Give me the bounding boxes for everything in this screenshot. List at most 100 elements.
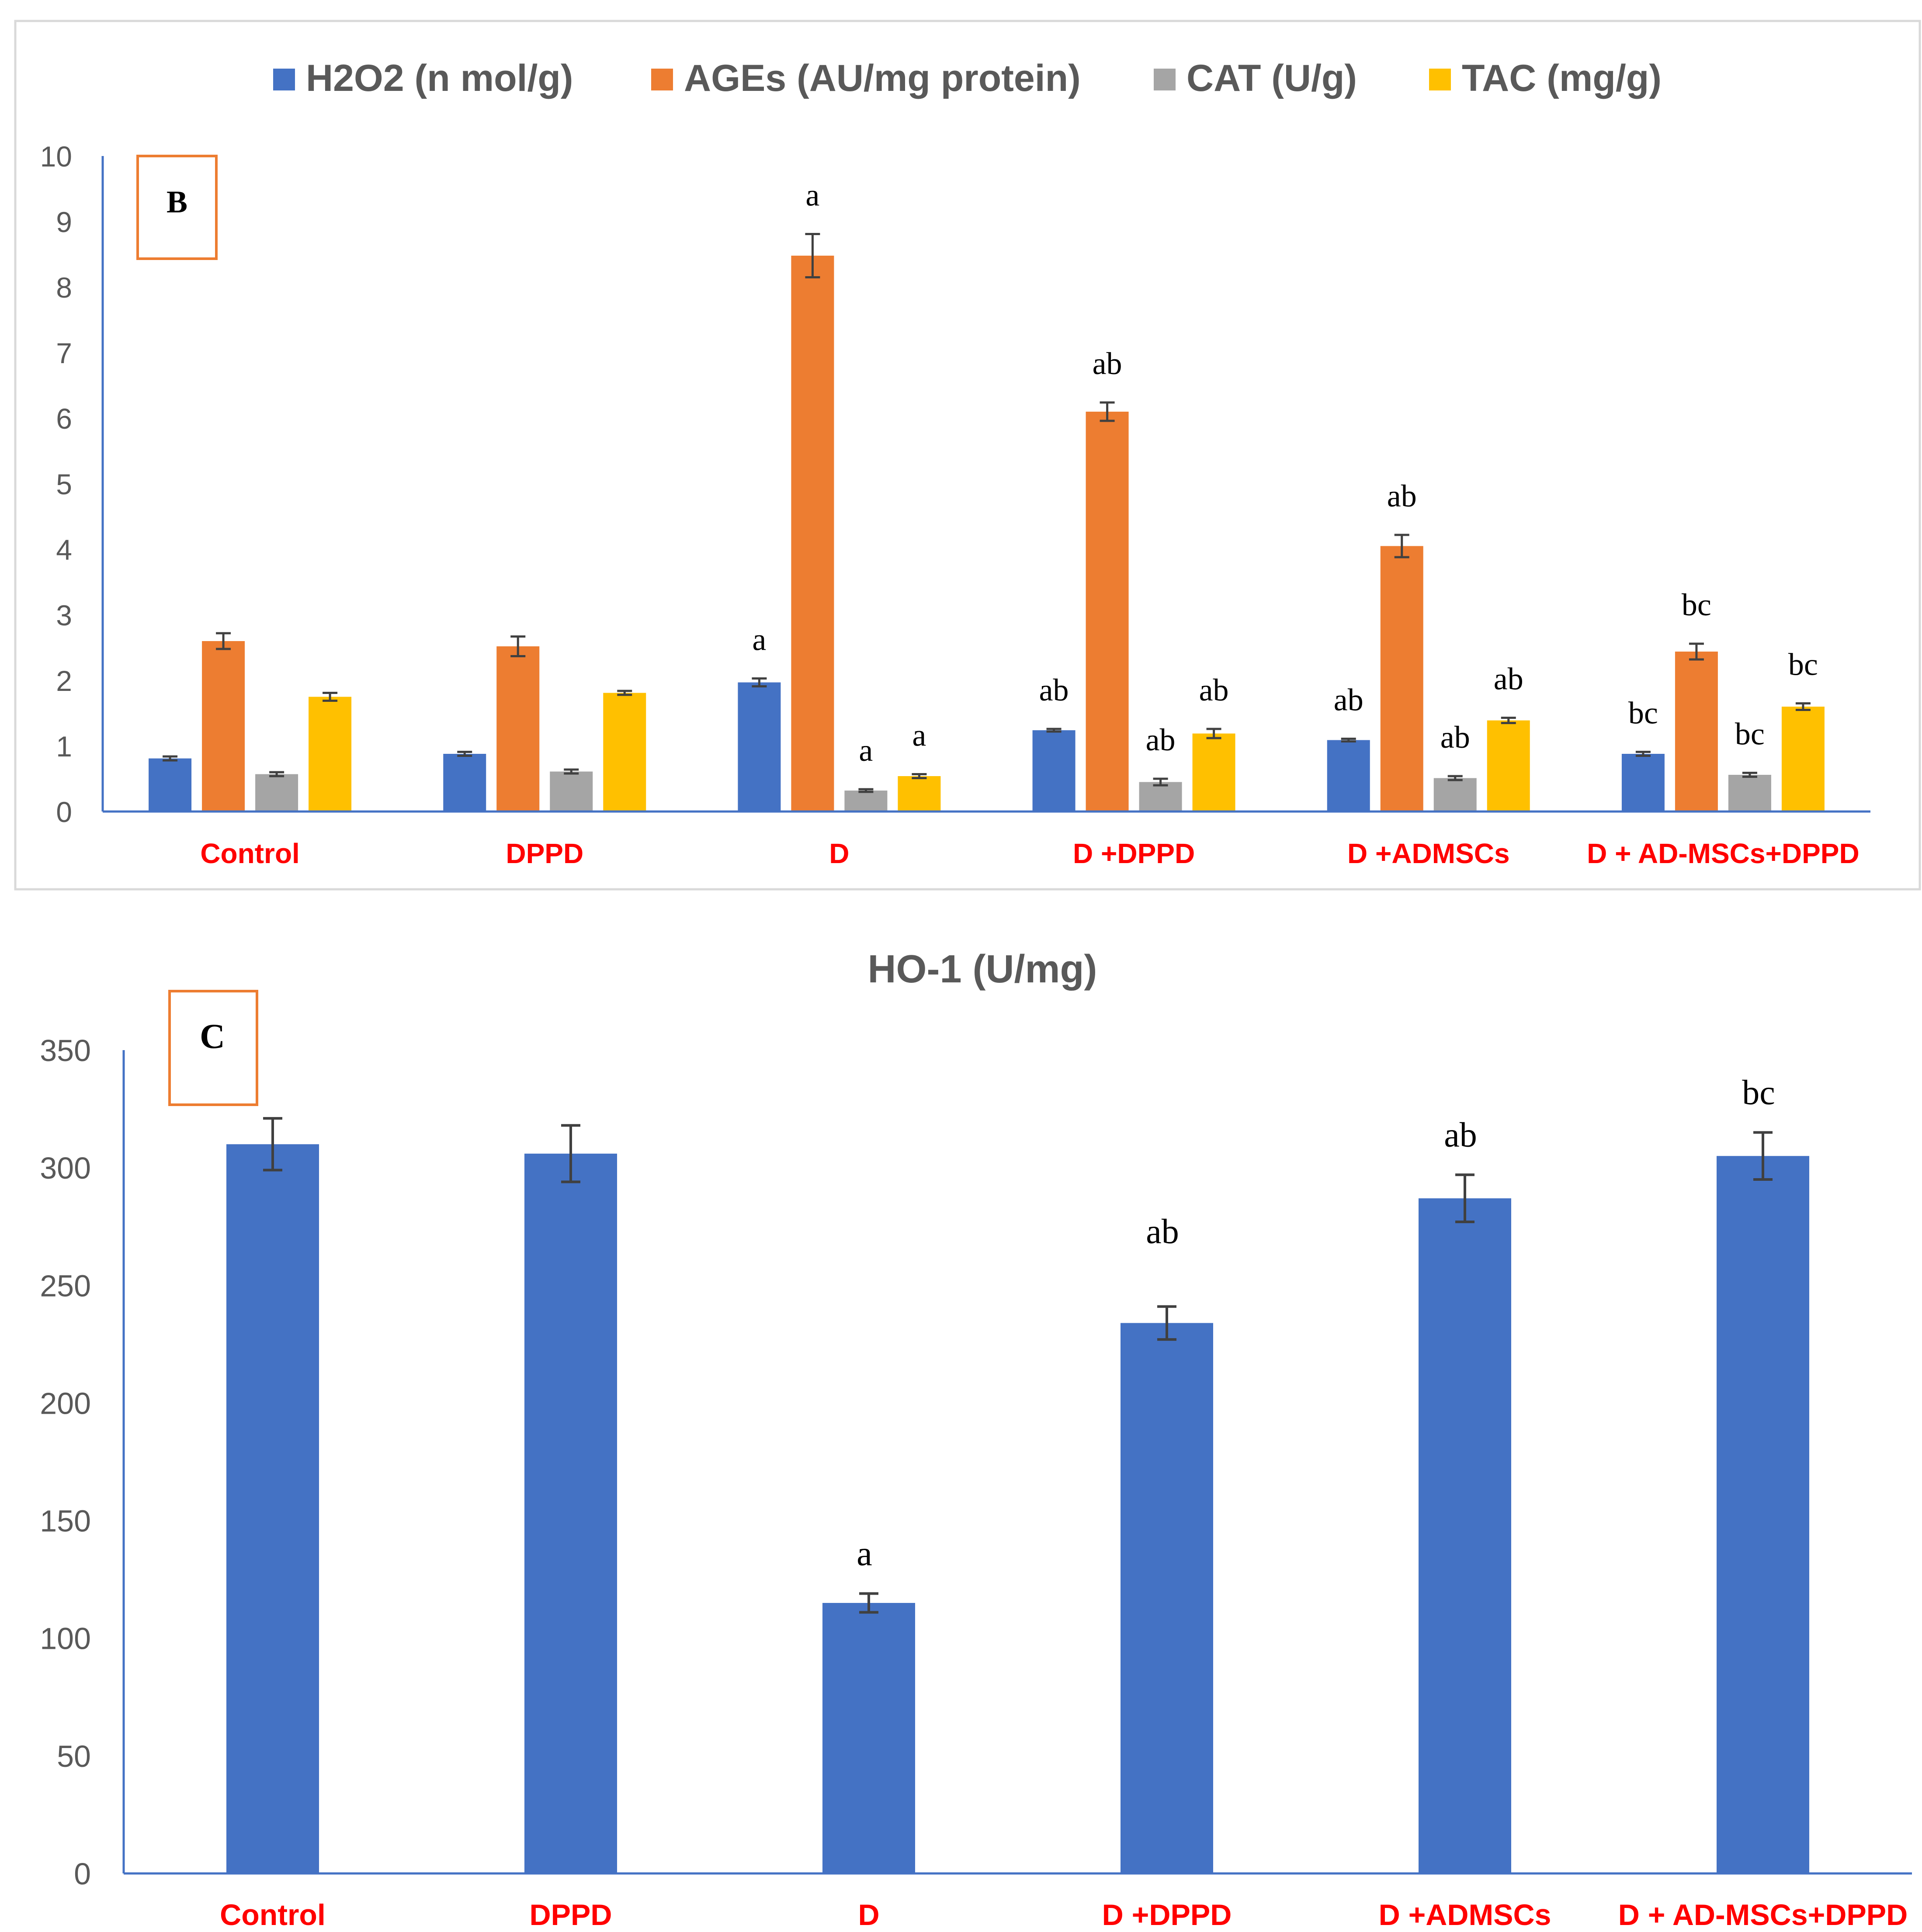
error-bar-b-cat-u-g-control bbox=[269, 771, 284, 777]
error-bar-b-ages-au-mg-protein-dppd bbox=[510, 635, 526, 657]
bar-b-cat-u-g-d-dppd bbox=[1139, 782, 1182, 812]
panel-c-label-box bbox=[168, 990, 258, 1106]
error-bar-c-d-ad-mscs-dppd bbox=[1753, 1131, 1773, 1181]
panel-b-y-tick-label: 10 bbox=[40, 140, 72, 173]
panel-b-label: B bbox=[167, 184, 187, 219]
panel-c-x-tick-label: DPPD bbox=[530, 1898, 612, 1932]
bar-c-d-admscs bbox=[1419, 1198, 1511, 1873]
error-bar-b-ages-au-mg-protein-control bbox=[216, 632, 231, 650]
error-bar-b-ages-au-mg-protein-d-admscs bbox=[1394, 534, 1409, 558]
error-bar-b-tac-mg-g-d-dppd bbox=[1206, 728, 1221, 739]
panel-c-y-tick-label: 50 bbox=[57, 1739, 91, 1773]
panel-b-y-tick-label: 2 bbox=[56, 665, 72, 697]
bar-b-cat-u-g-control bbox=[255, 774, 298, 812]
bar-c-dppd bbox=[524, 1153, 617, 1873]
panel-b-legend: H2O2 (n mol/g) AGEs (AU/mg protein) CAT (U… bbox=[273, 57, 1662, 99]
bar-b-tac-mg-g-d-admscs bbox=[1487, 720, 1530, 812]
panel-c-y-tick-label: 350 bbox=[40, 1034, 91, 1068]
panel-b-y-tick-label: 6 bbox=[56, 402, 72, 435]
panel-b-y-tick-label: 7 bbox=[56, 337, 72, 369]
error-bar-b-ages-au-mg-protein-d-dppd bbox=[1100, 401, 1115, 422]
legend-item-cat-u-g: CAT (U/g) bbox=[1154, 57, 1357, 99]
bar-b-ages-au-mg-protein-dppd bbox=[496, 646, 540, 812]
significance-label-b: ab bbox=[1440, 720, 1470, 755]
bar-c-d-dppd bbox=[1121, 1323, 1213, 1873]
significance-label-c: ab bbox=[1146, 1213, 1179, 1251]
panel-b-y-tick-label: 5 bbox=[56, 468, 72, 500]
significance-label-c: a bbox=[857, 1534, 872, 1573]
panel-c-x-axis: Control DPPD D D +DPPD D +ADMSCs D + AD-MSCs+… bbox=[124, 1872, 1912, 1932]
bar-b-ages-au-mg-protein-d-admscs bbox=[1380, 546, 1423, 812]
panel-c-x-tick-label: D bbox=[858, 1898, 879, 1932]
error-bar-b-h2o2-n-mol-g-d-admscs bbox=[1341, 738, 1356, 742]
significance-label-c: ab bbox=[1444, 1116, 1477, 1154]
significance-label-b: a bbox=[752, 622, 766, 657]
bar-b-h2o2-n-mol-g-control bbox=[149, 758, 192, 812]
bar-c-control bbox=[226, 1144, 319, 1873]
bar-b-cat-u-g-dppd bbox=[550, 771, 593, 812]
error-bar-c-dppd bbox=[561, 1124, 580, 1183]
error-bar-c-d-admscs bbox=[1455, 1173, 1474, 1223]
error-bar-c-d-dppd bbox=[1157, 1305, 1176, 1341]
legend-item-tac-mg-g: TAC (mg/g) bbox=[1429, 57, 1662, 99]
bar-b-cat-u-g-d bbox=[844, 791, 888, 812]
bar-b-ages-au-mg-protein-d bbox=[791, 256, 834, 812]
error-bar-b-cat-u-g-d bbox=[858, 788, 874, 793]
error-bar-c-control bbox=[263, 1117, 282, 1172]
panel-c-y-axis: 0 50 100 150 200 250 300 350 bbox=[40, 1034, 125, 1891]
panel-c-y-tick-label: 100 bbox=[40, 1622, 91, 1656]
legend-swatch bbox=[651, 69, 673, 90]
bar-b-tac-mg-g-d-ad-mscs-dppd bbox=[1781, 707, 1825, 812]
significance-label-b: ab bbox=[1093, 346, 1122, 381]
error-bar-b-ages-au-mg-protein-d-ad-mscs-dppd bbox=[1689, 642, 1704, 661]
panel-b-x-tick-label: D +DPPD bbox=[1073, 838, 1195, 869]
panel-b-y-tick-label: 8 bbox=[56, 271, 72, 304]
significance-label-b: ab bbox=[1146, 722, 1176, 757]
error-bar-b-tac-mg-g-d-ad-mscs-dppd bbox=[1795, 702, 1811, 711]
error-bar-b-h2o2-n-mol-g-d-dppd bbox=[1046, 728, 1062, 733]
panel-c-y-tick-label: 250 bbox=[40, 1269, 91, 1303]
chart-panel-b: B H2O2 (n mol/g) AGEs (AU/mg protein) CAT … bbox=[14, 20, 1921, 891]
significance-label-b: ab bbox=[1494, 662, 1523, 697]
panel-c-x-tick-label: D +DPPD bbox=[1102, 1898, 1232, 1932]
bar-b-h2o2-n-mol-g-d-dppd bbox=[1032, 730, 1075, 812]
panel-b-y-tick-label: 1 bbox=[56, 730, 72, 763]
error-bar-b-ages-au-mg-protein-d bbox=[805, 233, 820, 278]
panel-c-y-tick-label: 150 bbox=[40, 1504, 91, 1538]
panel-c-label: C bbox=[200, 1017, 225, 1056]
panel-b-y-tick-label: 4 bbox=[56, 534, 72, 566]
legend-item-h2o2-n-mol-g: H2O2 (n mol/g) bbox=[273, 57, 573, 99]
panel-c-bars: a ab ab bc bbox=[226, 1073, 1809, 1873]
bar-b-ages-au-mg-protein-d-dppd bbox=[1086, 412, 1129, 812]
panel-b-y-tick-label: 9 bbox=[56, 206, 72, 238]
panel-b-x-axis: Control DPPD D D +DPPD D +ADMSCs D + AD-MSCs+… bbox=[103, 810, 1870, 869]
error-bar-b-cat-u-g-d-admscs bbox=[1447, 775, 1463, 781]
bar-b-tac-mg-g-control bbox=[309, 697, 352, 812]
error-bar-b-h2o2-n-mol-g-d bbox=[752, 677, 767, 687]
bar-b-tac-mg-g-dppd bbox=[603, 693, 646, 812]
bar-b-h2o2-n-mol-g-dppd bbox=[443, 754, 486, 812]
error-bar-b-tac-mg-g-dppd bbox=[617, 690, 632, 696]
error-bar-b-tac-mg-g-d-admscs bbox=[1501, 717, 1516, 724]
significance-label-b: bc bbox=[1788, 647, 1818, 682]
legend-label: TAC (mg/g) bbox=[1462, 57, 1662, 99]
error-bar-b-h2o2-n-mol-g-control bbox=[163, 755, 178, 762]
error-bar-b-tac-mg-g-control bbox=[323, 692, 338, 702]
panel-b-x-tick-label: D +ADMSCs bbox=[1347, 838, 1510, 869]
bar-b-h2o2-n-mol-g-d-admscs bbox=[1327, 740, 1370, 812]
significance-label-b: a bbox=[912, 718, 926, 753]
panel-c-y-tick-label: 300 bbox=[40, 1151, 91, 1185]
bar-b-h2o2-n-mol-g-d-ad-mscs-dppd bbox=[1621, 754, 1665, 812]
panel-b-label-box bbox=[136, 155, 218, 260]
bar-b-cat-u-g-d-admscs bbox=[1433, 778, 1477, 812]
bar-b-ages-au-mg-protein-control bbox=[202, 641, 245, 812]
panel-b-y-axis: 0 1 2 3 4 5 6 7 8 9 10 bbox=[40, 140, 104, 828]
panel-c-x-tick-label: D + AD-MSCs+DPPD bbox=[1618, 1898, 1908, 1932]
bar-b-h2o2-n-mol-g-d bbox=[738, 682, 781, 812]
significance-label-b: bc bbox=[1735, 717, 1765, 752]
panel-b-x-tick-label: D + AD-MSCs+DPPD bbox=[1587, 838, 1860, 869]
error-bar-b-cat-u-g-d-ad-mscs-dppd bbox=[1742, 772, 1757, 778]
